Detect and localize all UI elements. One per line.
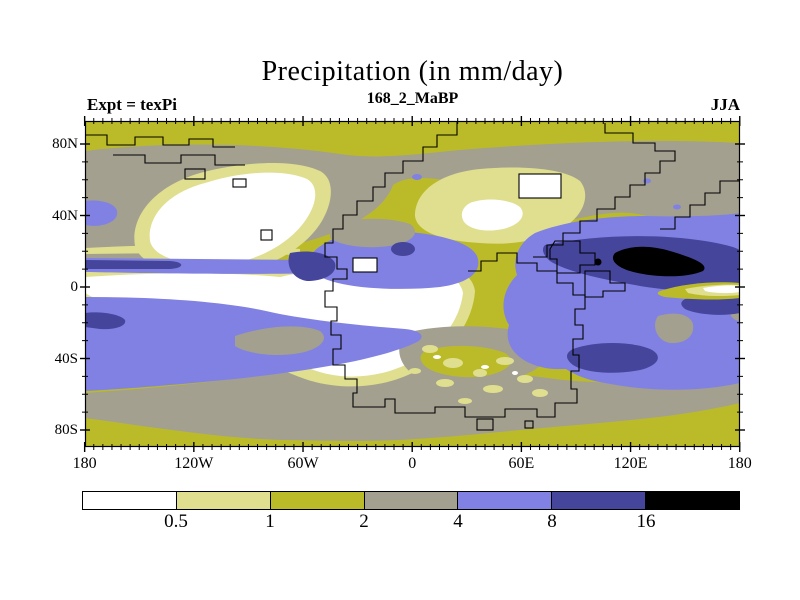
colorbar-value-label: 2 xyxy=(359,511,369,532)
lon-tick-label: 0 xyxy=(408,455,417,472)
colorbar-segment xyxy=(269,491,365,510)
indigo-west-edge-south-patch xyxy=(85,312,126,330)
colorbar-value-label: 16 xyxy=(636,511,656,532)
colorbar-segment xyxy=(175,491,271,510)
season-label: JJA xyxy=(710,95,740,114)
island-nw-2 xyxy=(232,178,247,188)
coastline-arctic-islands xyxy=(85,134,235,148)
coastline-arctic-islands-2 xyxy=(113,154,245,166)
lon-tick-label: 120W xyxy=(174,455,214,472)
olive-land-patch xyxy=(420,345,511,378)
colorbar-legend xyxy=(82,491,741,510)
gray-patch-in-warm-pool xyxy=(655,313,694,344)
indigo-south-indian-blob xyxy=(567,343,658,373)
lon-tick-label: 60E xyxy=(508,455,535,472)
island-small-1 xyxy=(260,229,273,241)
colorbar-value-label: 1 xyxy=(265,511,275,532)
white-land-speckles xyxy=(433,355,518,375)
coastline-northeast-landmass xyxy=(533,123,676,258)
gray-patch-in-south-blue xyxy=(235,326,324,356)
island-warm-pool-1 xyxy=(549,240,596,274)
lat-tick-label: 80S xyxy=(54,422,78,438)
lat-tick-label: 0 xyxy=(70,279,79,295)
indigo-coast-wedge xyxy=(288,251,336,281)
white-ne-pacific-dry-blob xyxy=(149,172,316,265)
gray-south-band xyxy=(85,362,740,441)
gray-patch-near-central-blob xyxy=(330,218,415,248)
lat-tick-label: 40S xyxy=(54,350,78,367)
precipitation-contour-map xyxy=(80,116,745,452)
lon-tick-label: 180 xyxy=(72,455,97,472)
colorbar-value-label: 0.5 xyxy=(164,511,188,532)
lake-asia xyxy=(518,173,562,199)
black-precip-maximum xyxy=(612,246,705,277)
colorbar-segment xyxy=(645,491,741,510)
coastline-central-continent xyxy=(324,121,586,418)
black-precip-spot xyxy=(594,258,602,266)
island-south-2 xyxy=(524,420,534,429)
lat-tick-label: 40N xyxy=(52,207,78,224)
blue-west-edge-patch xyxy=(85,200,118,226)
colorbar-segment xyxy=(363,491,459,510)
plot-subtitle: 168_2_MaBP xyxy=(366,90,459,107)
white-asia-core-a xyxy=(519,174,561,198)
pale-land-speckles xyxy=(409,345,548,404)
colorbar-segment xyxy=(457,491,553,510)
coastline-east-edge xyxy=(660,180,740,230)
colorbar-segment xyxy=(551,491,647,510)
indigo-band-below-streak xyxy=(681,295,740,315)
white-asia-core-b xyxy=(461,199,523,231)
indigo-west-equator-core xyxy=(85,260,182,269)
streak-white xyxy=(703,285,740,294)
inland-sea xyxy=(352,257,378,273)
lat-tick-label: 80N xyxy=(52,136,78,152)
lon-tick-label: 120E xyxy=(613,455,648,472)
page-title: Precipitation (in mm/day) xyxy=(261,56,564,87)
indigo-central-spot xyxy=(391,242,415,256)
colorbar-segment xyxy=(82,491,177,510)
island-south-1 xyxy=(476,418,494,431)
island-warm-pool-2 xyxy=(584,270,626,298)
map-plot-area xyxy=(80,116,745,452)
map-frame xyxy=(84,120,741,448)
island-nw-1 xyxy=(184,168,206,180)
experiment-label: Expt = texPi xyxy=(87,95,177,114)
lon-tick-label: 180 xyxy=(727,455,752,472)
colorbar-value-label: 4 xyxy=(453,511,463,532)
lon-tick-label: 60W xyxy=(287,455,319,472)
colorbar-value-label: 8 xyxy=(547,511,557,532)
